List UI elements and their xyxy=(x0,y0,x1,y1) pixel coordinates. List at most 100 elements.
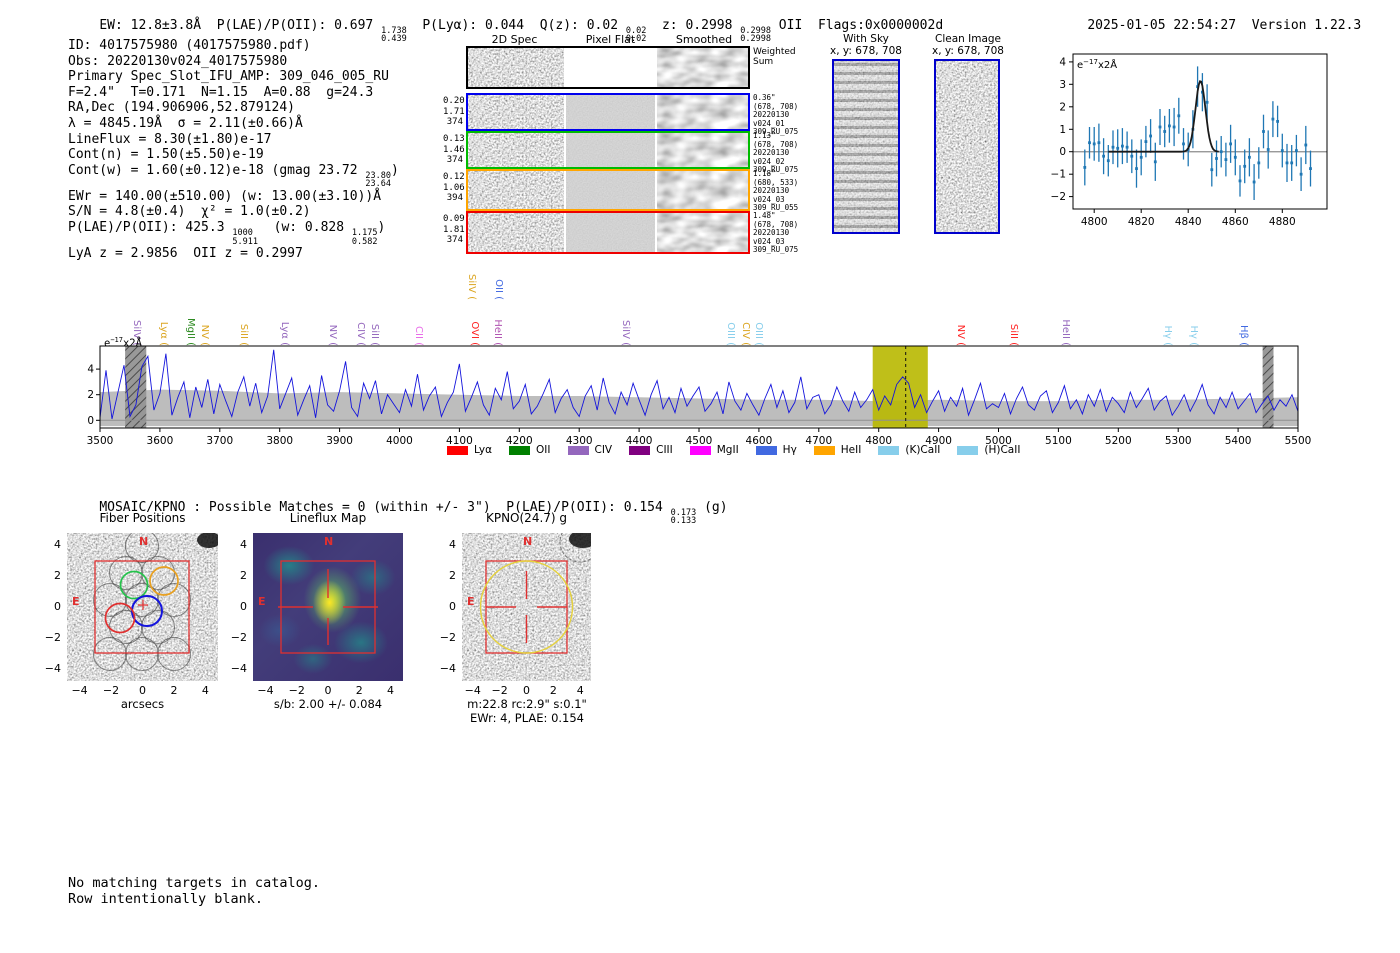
svg-text:e−17x2Å: e−17x2Å xyxy=(1077,58,1117,71)
svg-text:4860: 4860 xyxy=(1222,216,1249,228)
spec2d-row-images xyxy=(466,211,750,254)
x-tick-label: −2 xyxy=(102,684,120,697)
info-primary-spec: Primary Spec_Slot_IFU_AMP: 309_046_005_R… xyxy=(68,69,389,85)
x-tick-label: 2 xyxy=(549,684,557,697)
legend-swatch xyxy=(957,445,979,455)
y-tick-label: 0 xyxy=(54,600,61,613)
info-cont-w: Cont(w) = 1.60(±0.12)e-18 (gmag 23.72 23… xyxy=(68,162,399,190)
center-cross xyxy=(138,600,148,610)
svg-text:4100: 4100 xyxy=(446,435,473,447)
line-fit-plot: 4800 4820 4840 4860 4880 −2 −1 0 1 2 3 4 e−17x2Å xyxy=(1051,53,1328,228)
svg-text:4: 4 xyxy=(87,364,94,376)
x-tick-label: 0 xyxy=(523,684,530,697)
info-lineflux: LineFlux = 8.30(±1.80)e-17 xyxy=(68,131,272,147)
legend-swatch xyxy=(509,445,531,455)
svg-text:5000: 5000 xyxy=(985,435,1012,447)
p-lya-value: P(Lyα): 0.044 xyxy=(406,18,540,33)
spec2d-row-left-label: 0.12 1.06 394 xyxy=(443,172,465,203)
x-tick-label: 2 xyxy=(170,684,178,697)
detection-info-block: ID: 4017575980 (4017575980.pdf) Obs: 202… xyxy=(68,38,488,262)
svg-text:−1: −1 xyxy=(1051,169,1066,181)
svg-text:3800: 3800 xyxy=(266,435,293,447)
kpno-title: KPNO(24.7) g xyxy=(485,511,568,525)
legend-label: (H)CaII xyxy=(984,444,1021,456)
spec2d-row-right-label: 1.13" (678, 708) 20220130 v024_02 309_RU_075 xyxy=(753,131,799,175)
x-tick-label: −2 xyxy=(288,684,305,697)
svg-text:4300: 4300 xyxy=(566,435,593,447)
clean-image xyxy=(934,59,1000,234)
info-plae-poii: P(LAE)/P(OII): 425.3 1000 5.911 (w: 0.828… xyxy=(68,220,386,247)
crosshair xyxy=(278,569,378,645)
info-obs: Obs: 20220130v024_4017575980 xyxy=(68,53,288,69)
spec2d-row-1: 0.20 1.71 374 0.36" (678, 708) 20220130 v024_0… xyxy=(443,93,813,136)
svg-text:5300: 5300 xyxy=(1165,435,1192,447)
flags-value: Flags:0x0000002d xyxy=(817,18,944,33)
line-label-oii: OII ( xyxy=(493,279,505,300)
svg-text:4600: 4600 xyxy=(746,435,773,447)
weighted-pixel-flat-image xyxy=(566,48,655,87)
lineflux-map-cutout: N E xyxy=(253,533,403,681)
spec2d-row-4: 0.09 1.81 374 1.48" (678, 708) 20220130 v024_0… xyxy=(443,211,813,254)
line-id: OII xyxy=(770,18,818,33)
svg-text:5500: 5500 xyxy=(1285,435,1312,447)
legend-swatch xyxy=(567,445,589,455)
qz-range: 0.02 0.02 xyxy=(625,25,647,45)
y-tick-label: −2 xyxy=(44,630,61,644)
y-tick-label: 0 xyxy=(240,600,247,613)
catalog-aperture-dashed xyxy=(559,533,591,563)
kpno-xlabel: m:22.8 rc:2.9" s:0.1" xyxy=(467,697,587,711)
svg-text:4880: 4880 xyxy=(1269,216,1296,228)
compass-east-label: E xyxy=(72,595,80,608)
spec2d-weighted-images xyxy=(466,46,750,89)
legend-item-lyα: Lyα xyxy=(447,444,492,456)
y-tick-label: −4 xyxy=(44,661,61,675)
plae-poii-range: 1.738 0.439 xyxy=(381,25,407,45)
y-tick-label: 4 xyxy=(240,538,247,552)
legend-label: HeII xyxy=(840,444,862,456)
fiber-xlabel: arcsecs xyxy=(120,697,165,711)
info-cont-n: Cont(n) = 1.50(±5.50)e-19 xyxy=(68,147,264,163)
svg-text:4: 4 xyxy=(1059,56,1066,68)
y-tick-label: 2 xyxy=(54,569,61,583)
spec2d-image xyxy=(468,213,564,252)
x-tick-label: 4 xyxy=(201,684,209,697)
legend-swatch xyxy=(689,445,711,455)
legend-label: Hγ xyxy=(782,444,797,456)
spec2d-row-right-label: 1.48" (678, 708) 20220130 v024_03 309_RU_075 xyxy=(753,211,799,255)
x-tick-label: 2 xyxy=(355,684,363,697)
compass-north-label: N xyxy=(139,535,149,548)
weighted-sum-label: Weighted Sum xyxy=(753,47,796,67)
kpno-overlay xyxy=(479,533,591,654)
pixel-flat-image xyxy=(566,171,655,209)
legend-item-oii: OII xyxy=(509,444,551,456)
line-label-siiv: SiIV ( xyxy=(465,274,477,300)
full-spectrum-plot: 3500 3600 3700 3800 3900 4000 4100 4200 4300 4400… xyxy=(87,345,1312,447)
spec2d-weighted-row: Weighted Sum xyxy=(443,46,813,89)
clean-image-title: Clean Image x, y: 678, 708 xyxy=(932,33,1004,57)
svg-text:4400: 4400 xyxy=(626,435,653,447)
compass-east-label: E xyxy=(258,595,266,608)
report-version: Version 1.22.3 xyxy=(1251,18,1362,33)
info-radec: RA,Dec (194.906906,52.879124) xyxy=(68,100,295,116)
ew-value: EW: 12.8±3.8Å xyxy=(99,18,217,33)
svg-text:2: 2 xyxy=(87,389,94,401)
kpno-cutout: N E xyxy=(462,533,591,681)
svg-text:4200: 4200 xyxy=(506,435,533,447)
pixel-flat-image xyxy=(566,133,655,167)
lineflux-map-title: Lineflux Map xyxy=(289,511,367,525)
y-tick-label: 0 xyxy=(449,600,456,613)
spec2d-panel: Weighted Sum 0.20 1.71 374 0.36" (678, 708) 20… xyxy=(443,46,813,256)
y-tick-label: 4 xyxy=(54,538,61,552)
extraction-box xyxy=(94,560,190,654)
header-datetime: 2025-01-05 22:54:27 Version 1.22.3 xyxy=(1056,3,1361,48)
legend-swatch xyxy=(878,445,900,455)
svg-text:−2: −2 xyxy=(1051,191,1066,203)
svg-text:3600: 3600 xyxy=(147,435,174,447)
report-datetime: 2025-01-05 22:54:27 xyxy=(1087,18,1237,33)
y-tick-label: −4 xyxy=(439,661,456,675)
legend-item-(k)caii: (K)CaII xyxy=(878,444,940,456)
info-redshifts: LyA z = 2.9856 OII z = 0.2997 xyxy=(68,246,303,262)
mosaic-kpno-summary: MOSAIC/KPNO : Possible Matches = 0 (with… xyxy=(99,500,728,527)
compass-east-label: E xyxy=(467,595,475,608)
legend-item-mgii: MgII xyxy=(689,444,739,456)
